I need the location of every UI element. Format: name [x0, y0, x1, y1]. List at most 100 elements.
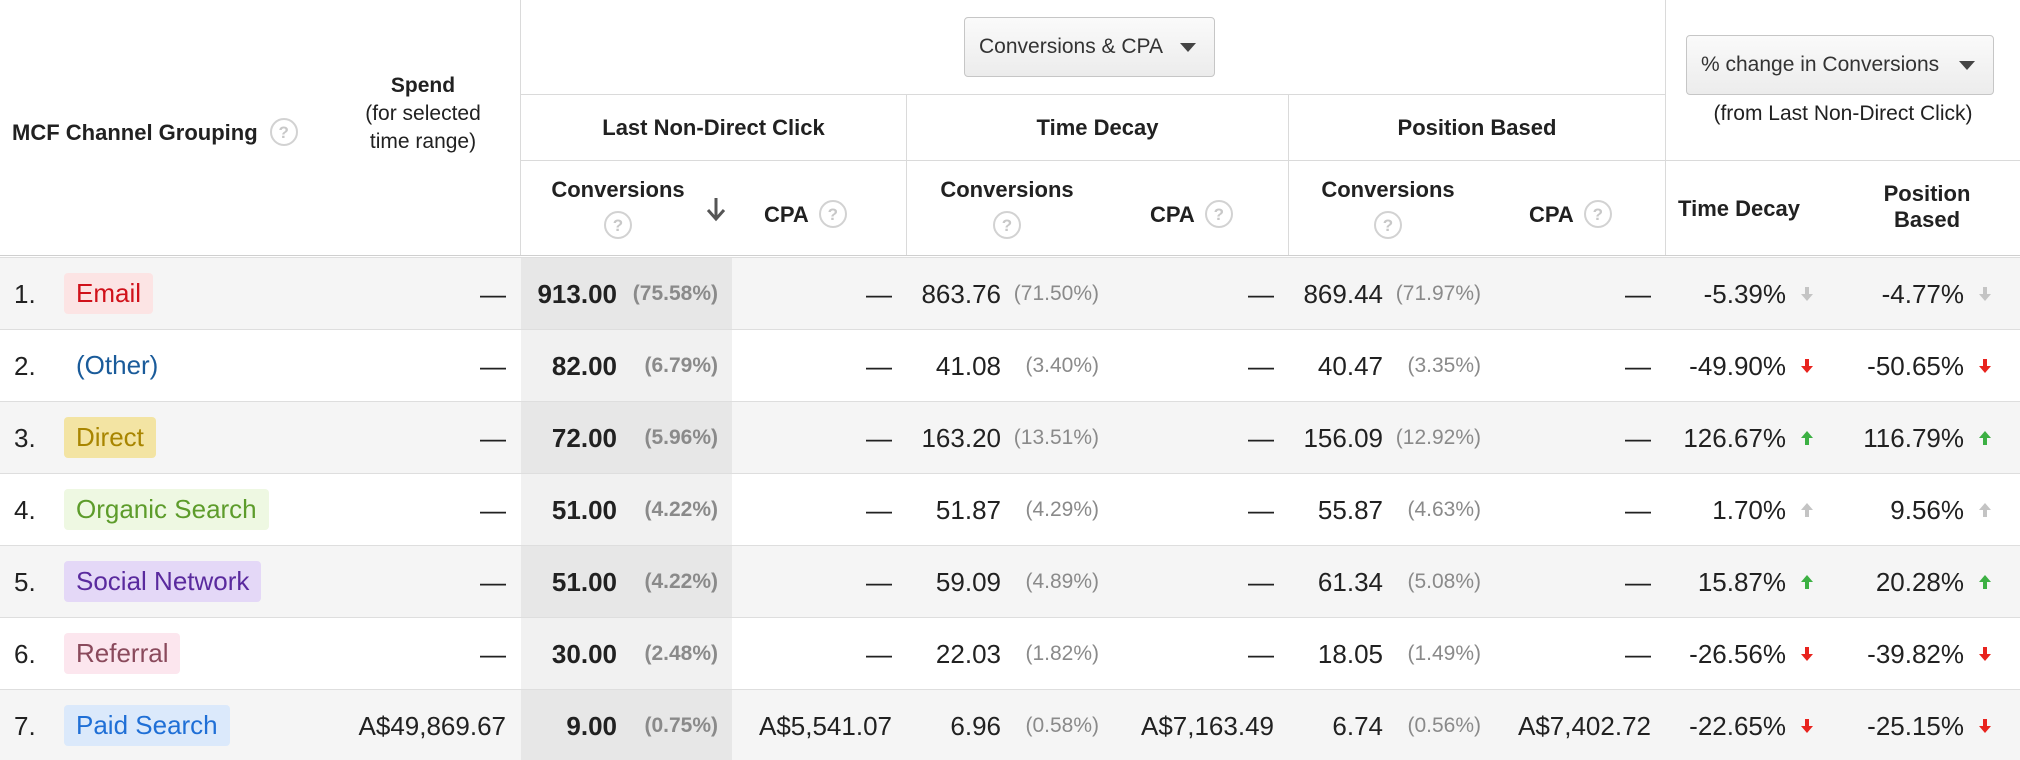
channel-chip[interactable]: Organic Search: [64, 489, 269, 530]
change-time-decay-value: 126.67%: [1683, 422, 1786, 453]
channel-chip[interactable]: Direct: [64, 417, 156, 458]
change-arrow-icon: [1801, 287, 1813, 301]
lndc-cpa-header[interactable]: CPA ?: [764, 194, 847, 234]
change-position-based-value: -50.65%: [1867, 350, 1964, 381]
based-label: Based: [1893, 207, 1961, 232]
change-dropdown[interactable]: % change in Conversions: [1686, 35, 1994, 95]
table-row[interactable]: 6. Referral — 30.00 (2.48%) — 22.03 (1.82%) — 18.…: [0, 617, 2020, 689]
row-index: 2.: [14, 350, 36, 381]
table-row[interactable]: 4. Organic Search — 51.00 (4.22%) — 51.87 (4.29…: [0, 473, 2020, 545]
td-conversions-value: 51.87: [935, 494, 1001, 525]
change-arrow-icon: [1801, 575, 1813, 589]
td-cpa-value: —: [1248, 350, 1274, 381]
sort-descending-icon[interactable]: [705, 196, 727, 222]
pb-conversions-pct: (4.63%): [1407, 498, 1481, 521]
lndc-conversions-value: 30.00: [551, 638, 617, 669]
divider: [0, 255, 2020, 256]
help-icon[interactable]: ?: [604, 211, 632, 239]
position-label: Position: [1883, 181, 1971, 206]
td-conversions-value: 41.08: [935, 350, 1001, 381]
channel-chip[interactable]: Paid Search: [64, 705, 230, 746]
help-icon[interactable]: ?: [1204, 200, 1233, 228]
td-conversions-pct: (4.29%): [1025, 498, 1099, 521]
td-conversions-value: 163.20: [921, 422, 1001, 453]
change-arrow-icon: [1979, 359, 1991, 373]
pb-conversions-value: 18.05: [1317, 638, 1383, 669]
pb-cpa-header[interactable]: CPA ?: [1529, 194, 1612, 234]
pb-cpa-value: —: [1625, 350, 1651, 381]
pb-conversions-pct: (0.56%): [1407, 714, 1481, 737]
divider: [906, 94, 907, 256]
pb-conversions-pct: (12.92%): [1395, 426, 1481, 449]
lndc-conversions-pct: (75.58%): [632, 282, 718, 305]
help-icon[interactable]: ?: [269, 118, 298, 146]
channel-chip[interactable]: Email: [64, 273, 154, 314]
table-row[interactable]: 1. Email — 913.00 (75.58%) — 863.76 (71.50%) — 86…: [0, 257, 2020, 329]
td-conversions-value: 59.09: [935, 566, 1001, 597]
sorted-column-highlight: [521, 474, 732, 545]
pb-cpa-value: —: [1625, 494, 1651, 525]
sorted-column-highlight: [521, 546, 732, 617]
channel-chip[interactable]: Referral: [64, 633, 181, 674]
spend-value: —: [480, 278, 506, 309]
help-icon[interactable]: ?: [1374, 211, 1402, 239]
lndc-cpa-value: —: [866, 566, 892, 597]
change-position-based-value: 116.79%: [1863, 422, 1964, 453]
td-conversions-pct: (1.82%): [1025, 642, 1099, 665]
td-conversions-pct: (13.51%): [1013, 426, 1099, 449]
table-header: MCF Channel Grouping ? Spend (for select…: [0, 0, 2020, 256]
change-position-based-value: 9.56%: [1890, 494, 1964, 525]
sorted-column-highlight: [521, 330, 732, 401]
table-row[interactable]: 3. Direct — 72.00 (5.96%) — 163.20 (13.51%) — 156…: [0, 401, 2020, 473]
table-row[interactable]: 5. Social Network — 51.00 (4.22%) — 59.09 (4.89…: [0, 545, 2020, 617]
channel-chip[interactable]: (Other): [76, 350, 159, 380]
row-index: 6.: [14, 638, 36, 669]
metric-dropdown[interactable]: Conversions & CPA: [964, 17, 1215, 77]
pb-cpa-value: —: [1625, 566, 1651, 597]
channel-grouping-header[interactable]: MCF Channel Grouping ?: [12, 112, 298, 152]
change-position-based-header[interactable]: Position Based: [1860, 181, 1994, 233]
spend-value: —: [480, 350, 506, 381]
table-row[interactable]: 2. (Other) — 82.00 (6.79%) — 41.08 (3.40%) — 40.4…: [0, 329, 2020, 401]
pb-conversions-value: 55.87: [1317, 494, 1383, 525]
row-index: 4.: [14, 494, 36, 525]
change-position-based-value: 20.28%: [1875, 566, 1964, 597]
pb-conversions-pct: (3.35%): [1407, 354, 1481, 377]
conversions-label: Conversions: [940, 177, 1074, 202]
help-icon[interactable]: ?: [1583, 200, 1612, 228]
td-cpa-value: A$7,163.49: [1140, 710, 1274, 741]
change-arrow-icon: [1979, 431, 1991, 445]
pb-conversions-value: 6.74: [1332, 710, 1383, 741]
lndc-conversions-header[interactable]: Conversions ?: [548, 176, 688, 239]
divider: [521, 160, 2020, 161]
change-time-decay-value: 15.87%: [1697, 566, 1786, 597]
lndc-cpa-value: —: [866, 278, 892, 309]
td-conversions-header[interactable]: Conversions ?: [937, 176, 1077, 239]
pb-conversions-header[interactable]: Conversions ?: [1318, 176, 1458, 239]
td-conversions-value: 863.76: [921, 278, 1001, 309]
spend-value: —: [480, 638, 506, 669]
change-arrow-icon: [1979, 719, 1991, 733]
lndc-cpa-value: —: [866, 350, 892, 381]
td-cpa-header[interactable]: CPA ?: [1150, 194, 1233, 234]
channel-grouping-label: MCF Channel Grouping: [12, 119, 258, 145]
channel-chip[interactable]: Social Network: [64, 561, 262, 602]
help-icon[interactable]: ?: [993, 211, 1021, 239]
help-icon[interactable]: ?: [818, 200, 847, 228]
divider: [521, 94, 1665, 95]
pb-conversions-pct: (71.97%): [1395, 282, 1481, 305]
spend-note-1: (for selected: [365, 102, 481, 125]
spend-header[interactable]: Spend (for selected time range): [340, 72, 506, 156]
table-row[interactable]: 7. Paid Search A$49,869.67 9.00 (0.75%) A$5,5…: [0, 689, 2020, 760]
spend-value: —: [480, 566, 506, 597]
change-dropdown-value: % change in Conversions: [1701, 53, 1940, 76]
lndc-conversions-pct: (5.96%): [644, 426, 718, 449]
pb-cpa-value: —: [1625, 278, 1651, 309]
change-time-decay-header[interactable]: Time Decay: [1678, 195, 1800, 221]
td-conversions-value: 6.96: [950, 710, 1001, 741]
change-time-decay-value: 1.70%: [1712, 494, 1786, 525]
sorted-column-highlight: [521, 690, 732, 760]
pb-conversions-value: 61.34: [1317, 566, 1383, 597]
metric-dropdown-value: Conversions & CPA: [979, 35, 1164, 58]
